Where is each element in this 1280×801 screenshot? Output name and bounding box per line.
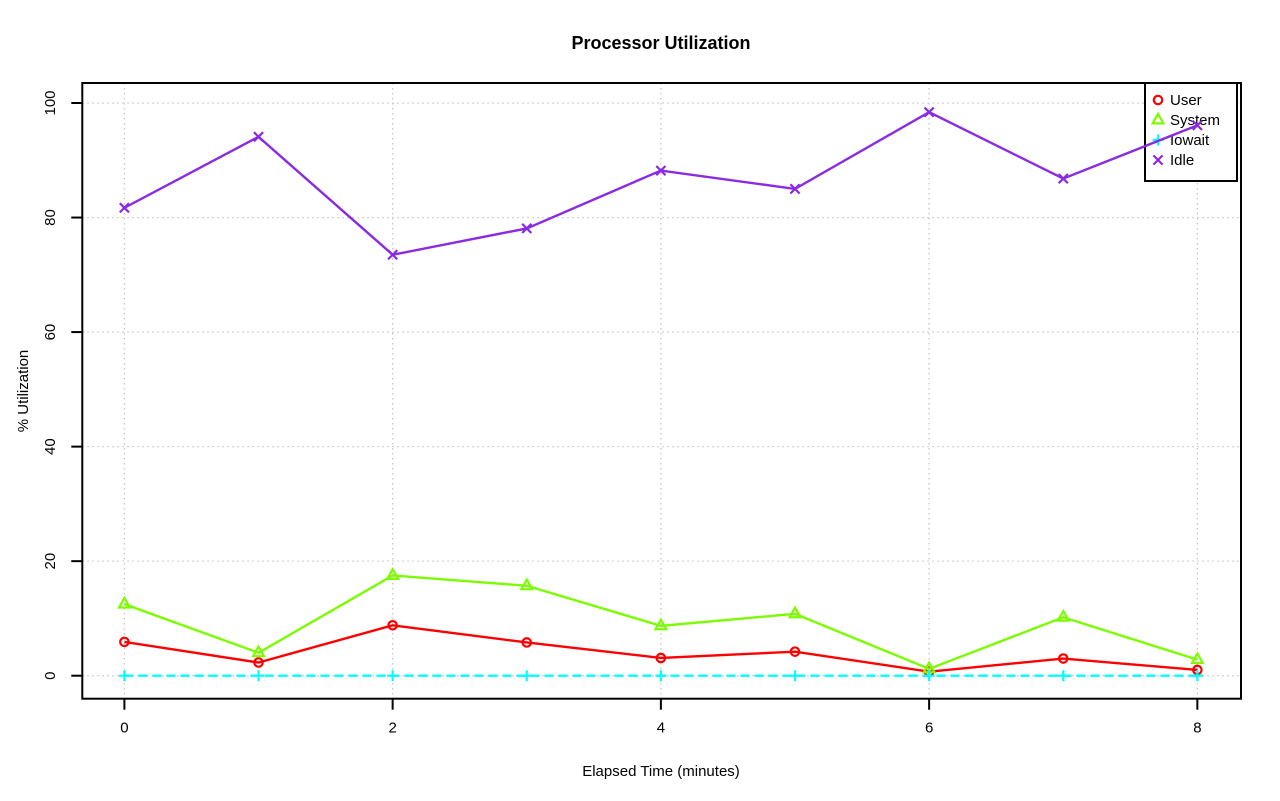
grid-layer [82,83,1241,699]
marker-idle [655,165,667,176]
y-tick-label: 0 [42,672,59,680]
y-tick-label: 60 [42,324,59,341]
marker-iowait [253,670,265,682]
marker-user [789,646,801,657]
marker-system [385,567,400,580]
legend: User System Iowait Idle [1144,82,1238,182]
marker-user [253,657,264,668]
legend-symbol-idle [1152,154,1164,166]
marker-iowait [655,670,667,682]
series-idle [119,106,1203,261]
marker-system [251,644,266,658]
marker-system [653,617,669,631]
marker-user [521,637,533,648]
legend-label-idle: Idle [1170,152,1194,169]
marker-idle [923,106,935,118]
marker-iowait [789,670,801,682]
series-line-system [123,574,1198,671]
y-tick-label: 100 [42,90,59,115]
marker-idle [119,202,130,214]
y-tick-label: 40 [42,438,59,455]
legend-label-system: System [1170,112,1220,129]
marker-system [1190,651,1205,665]
marker-idle [521,223,533,234]
y-tick-label: 20 [42,553,59,570]
marker-iowait [118,670,130,682]
marker-user [119,636,130,648]
marker-idle [387,249,399,261]
x-tick-label: 2 [388,720,396,737]
legend-box [1144,82,1238,182]
x-tick-label: 0 [120,720,128,737]
series-line-user [124,624,1198,673]
marker-system [519,577,535,591]
y-tick-label: 80 [42,209,59,226]
x-axis-label: Elapsed Time (minutes) [582,763,740,780]
series-iowait [118,670,1203,682]
legend-symbol-user [1152,94,1164,106]
marker-iowait [923,670,935,682]
x-tick-label: 6 [925,720,933,737]
marker-idle [789,183,801,195]
marker-system [1055,608,1071,622]
marker-user [655,652,667,664]
y-axis-label: % Utilization [15,350,32,433]
legend-label-user: User [1170,92,1202,109]
chart-title: Processor Utilization [571,33,750,53]
marker-user [387,620,398,631]
marker-idle [1057,173,1069,184]
x-tick-label: 8 [1193,720,1201,737]
marker-iowait [387,670,399,682]
marker-system [787,605,803,619]
marker-iowait [1057,670,1069,682]
marker-system [117,595,132,609]
marker-user [1057,653,1069,664]
marker-iowait [521,670,533,682]
series-layer [117,106,1205,682]
marker-idle [253,131,264,143]
marker-iowait [1191,670,1203,682]
marker-idle [1191,119,1203,131]
legend-symbol-system [1150,111,1166,125]
x-tick-label: 4 [657,720,665,737]
legend-label-iowait: Iowait [1170,132,1210,149]
